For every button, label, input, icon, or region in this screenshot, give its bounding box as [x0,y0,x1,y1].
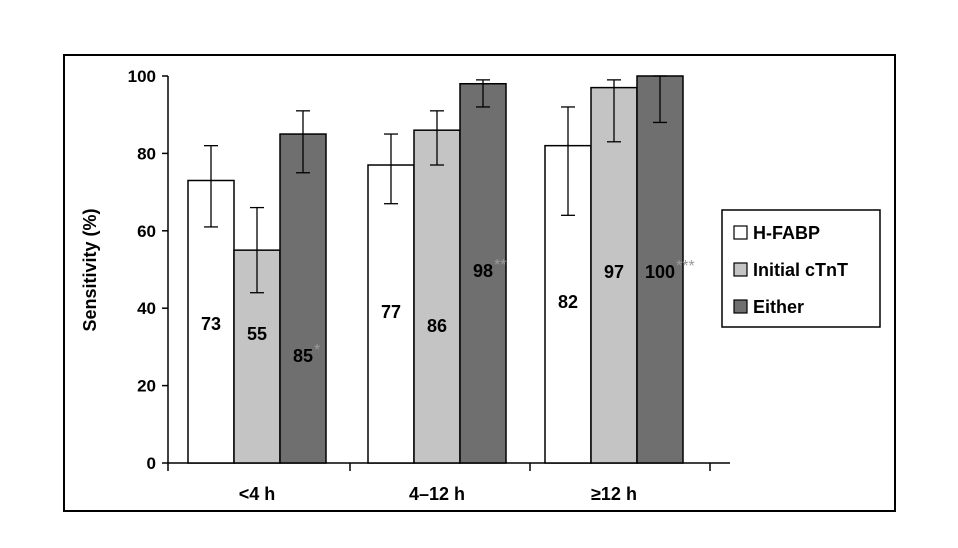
data-label: 97 [604,262,624,282]
legend-label: Initial cTnT [753,260,848,280]
significance-marker: * [314,342,320,359]
legend: H-FABP Initial cTnT Either [721,209,881,328]
data-label: 82 [558,292,578,312]
data-label: 85 [293,346,313,366]
legend-swatch [733,262,748,277]
y-tick-label: 60 [137,222,156,241]
x-tick-label: 4–12 h [409,484,465,504]
bar [636,75,684,464]
data-label: 73 [201,314,221,334]
bar [459,82,507,464]
x-tick-label: <4 h [239,484,276,504]
y-tick-label: 20 [137,377,156,396]
data-label: 77 [381,302,401,322]
legend-box [721,209,881,328]
y-axis-title: Sensitivity (%) [80,208,100,331]
data-label: 98 [473,261,493,281]
y-tick-label: 100 [128,67,156,86]
bar [279,133,327,464]
bar [233,249,281,464]
data-label: 55 [247,324,267,344]
bar [413,129,461,464]
data-label: 86 [427,316,447,336]
data-label: 100 [645,262,675,282]
plot-area: 0 20 40 60 80 100 <4 h 4–12 h ≥12 h 73 77 82 55 86 97 8… [128,67,730,504]
legend-swatch [733,225,748,240]
legend-label: Either [753,297,804,317]
y-tick-label: 0 [147,454,156,473]
significance-marker: *** [676,258,695,275]
x-tick-label: ≥12 h [591,484,637,504]
y-tick-label: 40 [137,299,156,318]
legend-swatch [733,299,748,314]
y-tick-label: 80 [137,144,156,163]
legend-label: H-FABP [753,223,820,243]
significance-marker: ** [494,257,506,274]
